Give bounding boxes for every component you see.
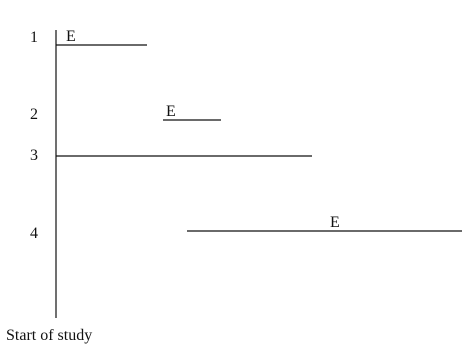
row-label-1: 1	[30, 29, 38, 46]
event-label-2: E	[166, 103, 176, 120]
event-label-4: E	[330, 214, 340, 231]
row-label-3: 3	[30, 147, 38, 164]
row-label-2: 2	[30, 106, 38, 123]
start-of-study-label: Start of study	[6, 327, 92, 344]
event-label-1: E	[66, 28, 76, 45]
row-label-4: 4	[30, 225, 38, 242]
